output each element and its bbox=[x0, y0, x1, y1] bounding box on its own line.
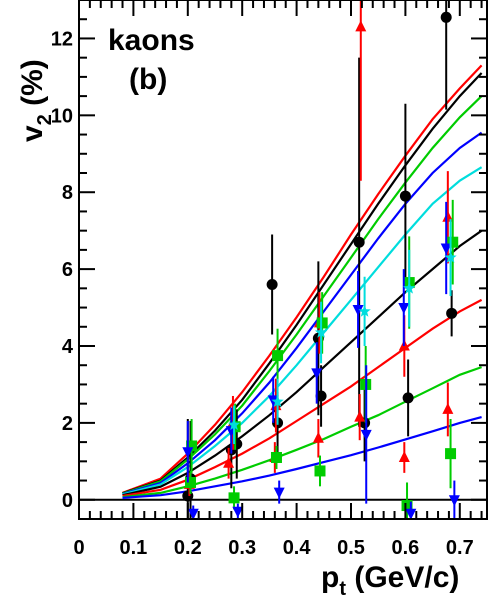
marker-square-green bbox=[270, 451, 282, 463]
marker-square-green bbox=[445, 448, 457, 460]
y-axis-symbol: v bbox=[16, 125, 49, 142]
marker-triangle-down-blue bbox=[398, 303, 410, 315]
marker-triangle-down-blue bbox=[405, 508, 417, 520]
y-tick-label: 0 bbox=[62, 490, 73, 512]
axis-ticks bbox=[78, 0, 487, 520]
marker-square-green bbox=[316, 317, 328, 329]
marker-circle-black bbox=[353, 236, 365, 248]
marker-star-cyan bbox=[227, 418, 241, 431]
x-tick-label: 0.7 bbox=[446, 537, 474, 559]
marker-triangle-up-red bbox=[354, 410, 366, 422]
marker-star-cyan bbox=[403, 281, 416, 294]
y-tick-label: 2 bbox=[62, 413, 73, 435]
marker-triangle-down-blue bbox=[448, 495, 460, 507]
marker-square-green bbox=[186, 440, 198, 452]
marker-triangle-up-red bbox=[312, 431, 324, 443]
x-tick-label: 0.2 bbox=[174, 537, 202, 559]
y-axis-title: v2 (%) bbox=[16, 59, 56, 142]
x-axis-unit: (GeV/c) bbox=[346, 561, 459, 594]
x-tick-label: 0.3 bbox=[228, 537, 256, 559]
fit-curve-blue bbox=[122, 131, 483, 496]
marker-triangle-down-blue bbox=[187, 508, 199, 520]
marker-star-cyan bbox=[271, 395, 284, 407]
fit-curve-green bbox=[122, 95, 483, 495]
marker-triangle-down-blue bbox=[311, 368, 323, 380]
marker-triangle-down-blue bbox=[273, 487, 285, 499]
fit-curve-red bbox=[122, 64, 483, 494]
x-axis-subscript: t bbox=[339, 578, 346, 600]
marker-circle-black bbox=[315, 390, 327, 402]
marker-triangle-down-blue bbox=[352, 304, 364, 316]
plot-frame bbox=[78, 0, 488, 520]
marker-triangle-up-red bbox=[223, 456, 235, 468]
x-tick-label: 0.4 bbox=[283, 537, 312, 559]
marker-square-green bbox=[314, 465, 326, 477]
marker-star-cyan bbox=[444, 251, 457, 263]
x-tick-label: 0.5 bbox=[337, 537, 365, 559]
marker-circle-black bbox=[440, 11, 452, 23]
fit-curves bbox=[79, 64, 487, 501]
y-tick-label: 10 bbox=[51, 105, 73, 127]
y-tick-label: 12 bbox=[51, 28, 73, 50]
x-tick-label: 0.6 bbox=[391, 537, 419, 559]
fit-curve-black bbox=[122, 72, 483, 495]
y-tick-label: 8 bbox=[62, 182, 73, 204]
marker-square-green bbox=[228, 492, 240, 504]
marker-triangle-down-blue bbox=[440, 243, 452, 255]
annotation-particle: kaons bbox=[108, 24, 195, 57]
marker-square-green bbox=[185, 476, 197, 488]
y-axis-unit: (%) bbox=[16, 59, 49, 114]
x-axis-symbol: p bbox=[321, 561, 339, 594]
annotation-panel: (b) bbox=[129, 63, 167, 96]
marker-star-cyan bbox=[358, 304, 371, 317]
marker-triangle-down-blue bbox=[182, 447, 194, 459]
marker-star-cyan bbox=[314, 326, 328, 338]
marker-circle-black bbox=[402, 392, 414, 404]
marker-triangle-down-blue bbox=[360, 429, 372, 441]
marker-triangle-up-red bbox=[355, 20, 367, 32]
marker-circle-black bbox=[399, 190, 411, 202]
fit-curve-black bbox=[122, 229, 483, 497]
marker-circle-black bbox=[266, 278, 278, 290]
x-axis-title: pt (GeV/c) bbox=[321, 561, 459, 600]
x-tick-label: 0.1 bbox=[119, 537, 147, 559]
y-axis-subscript: 2 bbox=[34, 114, 56, 125]
marker-square-green bbox=[401, 500, 413, 512]
data-points bbox=[182, 0, 460, 520]
marker-triangle-up-red bbox=[398, 450, 410, 462]
marker-circle-black bbox=[446, 307, 458, 319]
x-tick-label: 0 bbox=[73, 537, 84, 559]
marker-triangle-up-red bbox=[442, 210, 454, 222]
marker-square-green bbox=[272, 350, 284, 362]
fit-curve-blue bbox=[122, 416, 482, 499]
y-tick-label: 4 bbox=[62, 336, 74, 358]
tick-labels: 0 0.1 0.2 0.3 0.4 0.5 0.6 0.7 0 2 4 6 8 10 12 bbox=[51, 28, 474, 559]
y-tick-label: 6 bbox=[62, 259, 73, 281]
marker-square-green bbox=[447, 236, 459, 248]
marker-triangle-up-red bbox=[442, 402, 454, 414]
marker-triangle-down-blue bbox=[232, 506, 244, 518]
marker-circle-black bbox=[182, 490, 194, 502]
